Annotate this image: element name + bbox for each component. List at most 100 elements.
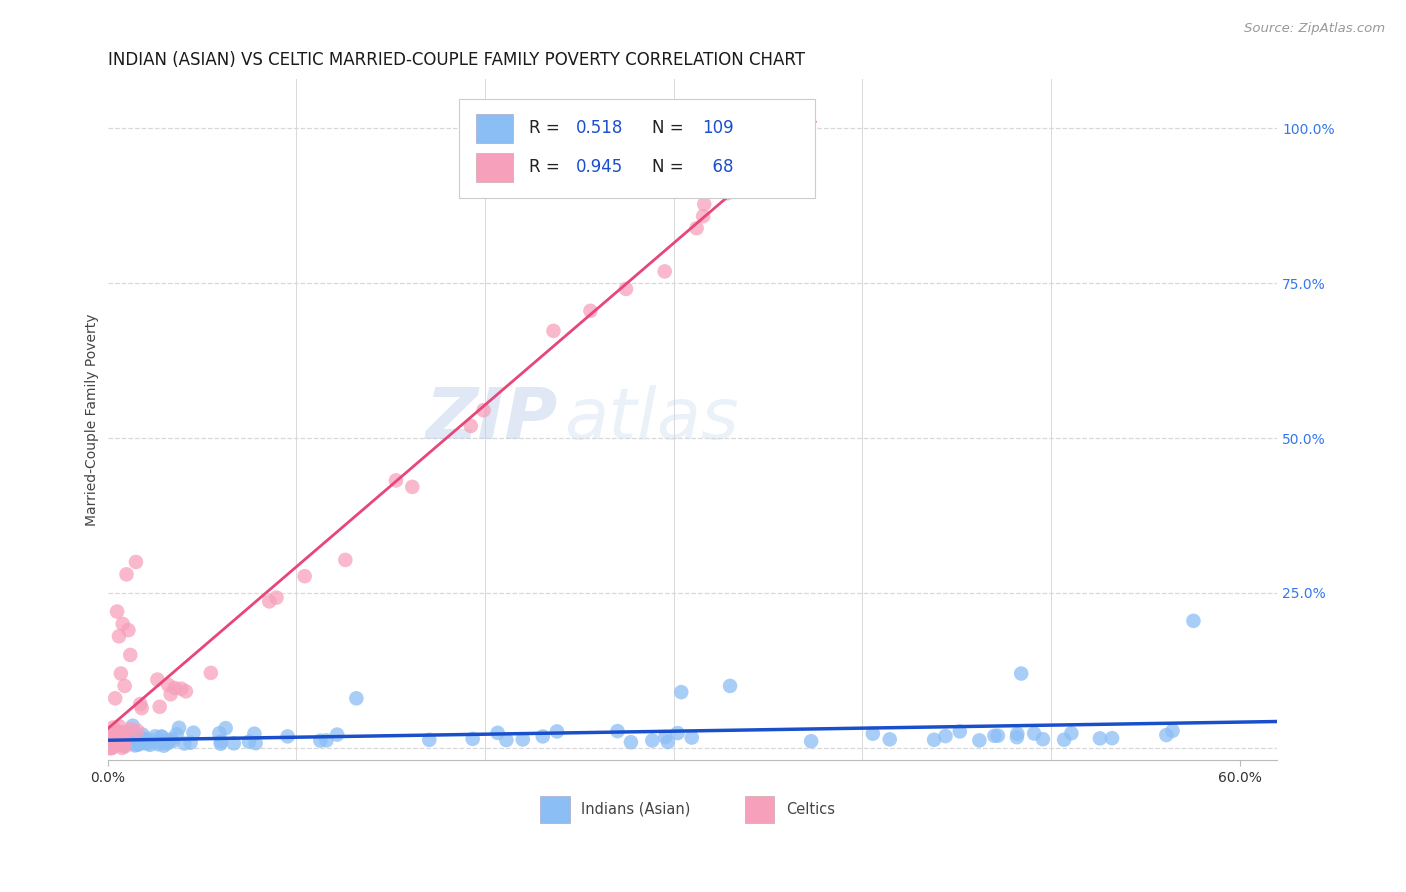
Point: [100, 731, 122, 745]
Point: [987, 729, 1010, 743]
Point: [112, 734, 135, 748]
Point: [114, 679, 136, 693]
Point: [105, 605, 128, 619]
Point: [238, 734, 260, 748]
Point: [472, 403, 495, 417]
Point: [879, 732, 901, 747]
Point: [98, 729, 121, 743]
Point: [98, 734, 121, 748]
Point: [693, 197, 716, 211]
Point: [606, 724, 628, 739]
Point: [183, 725, 205, 739]
Point: [129, 697, 152, 711]
Point: [243, 726, 266, 740]
Point: [692, 209, 714, 223]
Point: [131, 701, 153, 715]
Point: [157, 733, 180, 747]
Point: [100, 736, 122, 750]
Point: [127, 738, 149, 752]
Point: [200, 665, 222, 680]
Point: [1161, 723, 1184, 738]
Point: [105, 731, 128, 745]
Point: [614, 282, 637, 296]
Point: [180, 736, 202, 750]
Point: [107, 725, 129, 739]
Point: [117, 731, 139, 746]
Point: [125, 555, 148, 569]
Point: [167, 721, 190, 735]
Point: [131, 732, 153, 747]
Point: [118, 734, 141, 748]
Point: [245, 736, 267, 750]
Point: [125, 735, 148, 749]
Point: [208, 726, 231, 740]
Point: [512, 732, 534, 747]
Point: [108, 719, 131, 733]
Point: [335, 553, 357, 567]
Point: [125, 730, 148, 744]
Point: [166, 727, 188, 741]
Point: [107, 725, 129, 739]
Point: [1060, 726, 1083, 740]
Text: ZIP: ZIP: [426, 385, 558, 454]
Point: [157, 678, 180, 692]
Text: atlas: atlas: [564, 385, 738, 454]
Point: [100, 740, 122, 755]
Point: [100, 740, 122, 755]
Point: [657, 735, 679, 749]
Point: [131, 732, 153, 747]
Text: INDIAN (ASIAN) VS CELTIC MARRIED-COUPLE FAMILY POVERTY CORRELATION CHART: INDIAN (ASIAN) VS CELTIC MARRIED-COUPLE …: [108, 51, 804, 69]
Point: [108, 735, 131, 749]
Point: [120, 722, 142, 736]
Point: [718, 679, 741, 693]
Point: [108, 733, 131, 747]
Point: [546, 724, 568, 739]
Point: [162, 734, 184, 748]
Point: [495, 733, 517, 747]
Bar: [477, 153, 513, 181]
Point: [129, 733, 152, 747]
Bar: [477, 114, 513, 143]
Point: [344, 691, 367, 706]
Point: [146, 737, 169, 751]
Point: [139, 733, 162, 747]
Point: [922, 732, 945, 747]
Point: [620, 735, 643, 749]
Point: [131, 728, 153, 742]
Point: [100, 730, 122, 744]
Point: [100, 730, 122, 744]
Point: [104, 691, 127, 706]
Point: [118, 731, 141, 745]
Point: [114, 737, 136, 751]
Point: [1005, 730, 1028, 744]
Point: [111, 736, 134, 750]
Point: [112, 731, 135, 745]
Point: [266, 591, 288, 605]
Point: [461, 731, 484, 746]
Point: [98, 740, 121, 755]
Point: [671, 685, 693, 699]
Point: [685, 221, 707, 235]
Point: [401, 480, 423, 494]
Point: [108, 629, 131, 643]
Point: [1024, 726, 1046, 740]
Point: [277, 730, 299, 744]
Text: R =: R =: [529, 158, 565, 177]
Point: [100, 740, 122, 755]
Point: [156, 736, 179, 750]
Point: [122, 729, 145, 743]
Point: [543, 324, 565, 338]
Point: [159, 687, 181, 701]
Point: [1088, 731, 1111, 746]
Point: [209, 737, 232, 751]
Point: [100, 731, 122, 745]
Point: [259, 594, 281, 608]
Point: [101, 726, 124, 740]
Point: [174, 684, 197, 698]
Point: [120, 735, 142, 749]
Text: Indians (Asian): Indians (Asian): [581, 802, 690, 817]
Point: [105, 739, 128, 753]
Point: [969, 733, 991, 747]
Point: [1101, 731, 1123, 746]
Point: [111, 731, 134, 746]
